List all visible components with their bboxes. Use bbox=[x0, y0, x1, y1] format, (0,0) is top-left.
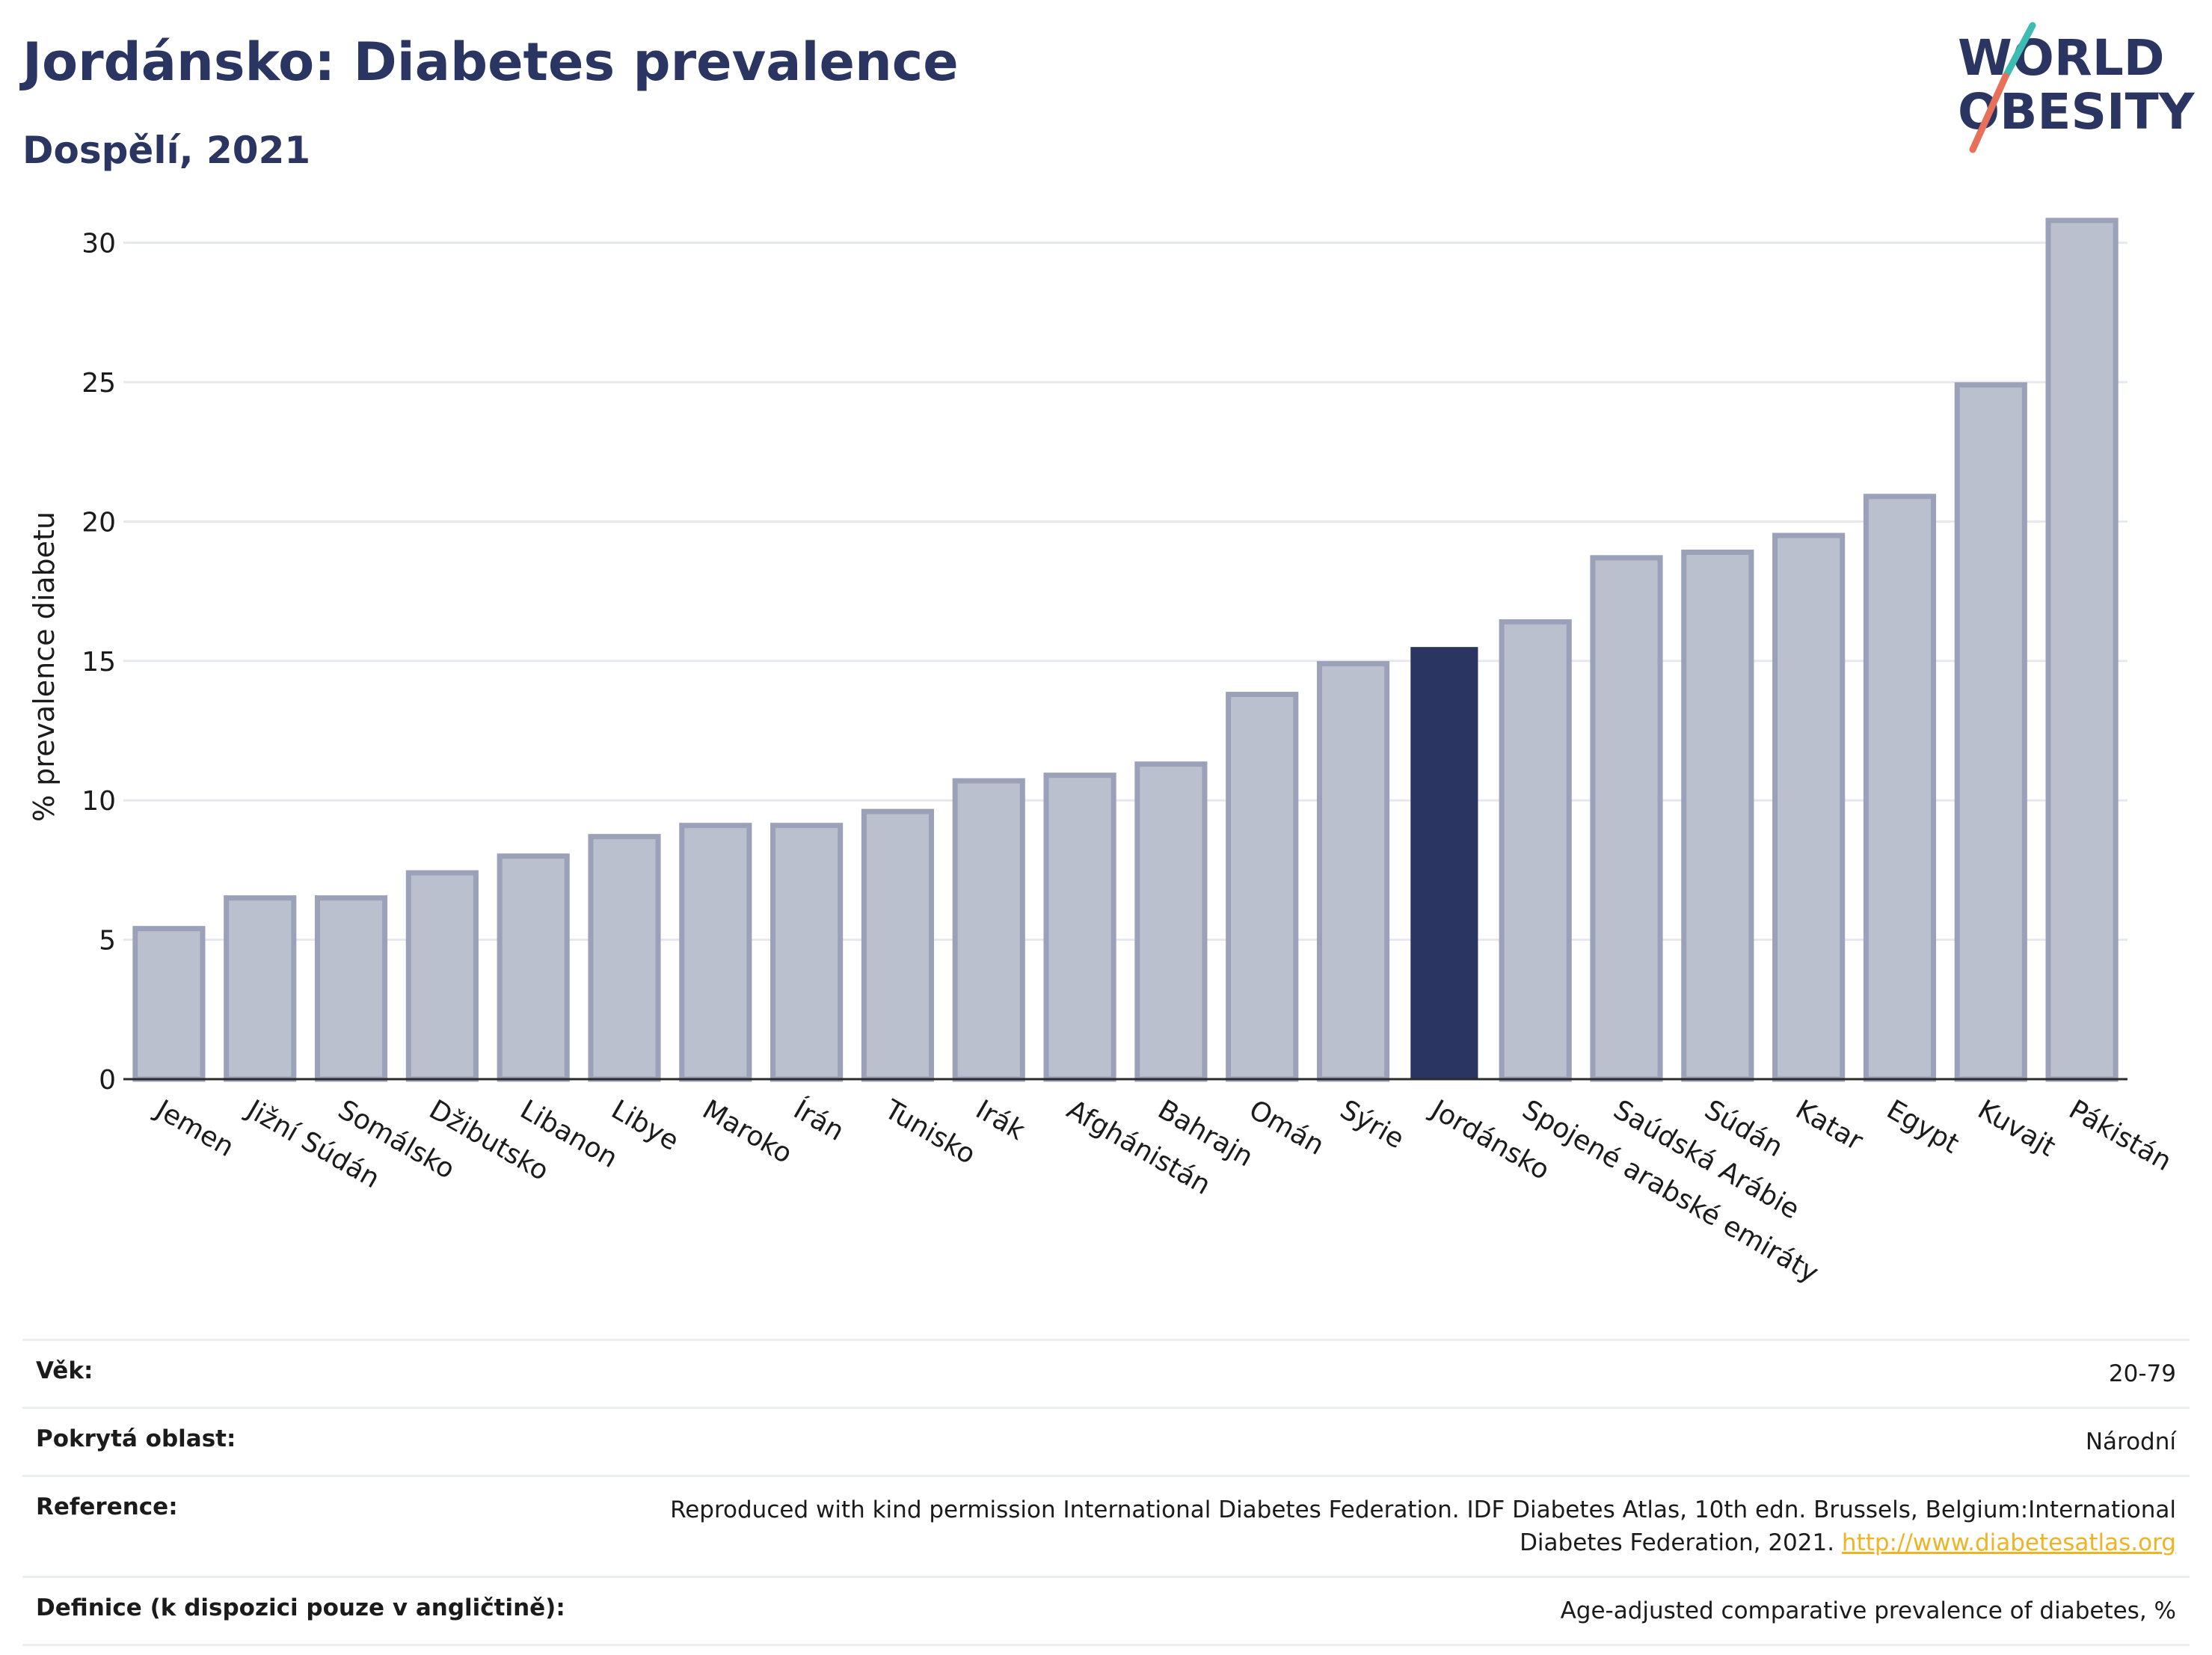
bar bbox=[1134, 761, 1208, 1082]
logo-coral-stroke bbox=[1969, 73, 2009, 153]
bar bbox=[770, 823, 844, 1082]
chart-title: Jordánsko: Diabetes prevalence bbox=[22, 31, 959, 93]
bar bbox=[2045, 218, 2119, 1082]
bar bbox=[1043, 773, 1116, 1082]
x-tick-label: Irák bbox=[971, 1094, 1030, 1146]
bar bbox=[952, 778, 1025, 1082]
x-tick-label: Kuvajt bbox=[1973, 1094, 2061, 1163]
logo-line1: WORLD bbox=[1958, 29, 2165, 87]
y-tick-label: 5 bbox=[99, 926, 116, 957]
info-value: 20-79 bbox=[588, 1339, 2190, 1408]
y-tick-label: 15 bbox=[82, 647, 116, 678]
x-tick-label: Pákistán bbox=[2064, 1094, 2177, 1177]
x-tick-label: Omán bbox=[1244, 1094, 1329, 1161]
info-table: Věk: 20-79 Pokrytá oblast: Národní Refer… bbox=[22, 1339, 2190, 1646]
bar bbox=[405, 870, 479, 1082]
info-row-reference: Reference: Reproduced with kind permissi… bbox=[22, 1475, 2190, 1577]
bar bbox=[861, 808, 935, 1082]
x-tick-label: Egypt bbox=[1881, 1094, 1964, 1159]
bar bbox=[1410, 647, 1478, 1079]
x-tick-label: Maroko bbox=[697, 1094, 797, 1170]
bar bbox=[1681, 549, 1754, 1082]
info-value: Reproduced with kind permission Internat… bbox=[588, 1475, 2190, 1577]
y-tick-label: 25 bbox=[82, 368, 116, 399]
x-tick-label: Katar bbox=[1790, 1094, 1868, 1157]
chart-subtitle: Dospělí, 2021 bbox=[22, 129, 311, 172]
world-obesity-logo: WORLD OBESITY bbox=[1958, 22, 2196, 153]
bar bbox=[679, 823, 752, 1082]
info-label: Věk: bbox=[22, 1339, 588, 1408]
bars bbox=[132, 218, 2119, 1082]
x-tick-label: Sýrie bbox=[1335, 1094, 1409, 1155]
logo-teal-stroke bbox=[2002, 22, 2036, 80]
reference-text: Reproduced with kind permission Internat… bbox=[670, 1496, 2176, 1523]
bar bbox=[1316, 661, 1390, 1082]
info-row-age: Věk: 20-79 bbox=[22, 1339, 2190, 1408]
bar bbox=[1226, 692, 1299, 1082]
y-tick-label: 30 bbox=[82, 229, 116, 260]
bar bbox=[1590, 555, 1663, 1082]
bar bbox=[1499, 619, 1572, 1082]
bar bbox=[1954, 382, 2027, 1082]
bar bbox=[132, 926, 206, 1082]
bar bbox=[588, 834, 661, 1082]
info-value: Age-adjusted comparative prevalence of d… bbox=[588, 1576, 2190, 1646]
info-row-definition: Definice (k dispozici pouze v angličtině… bbox=[22, 1576, 2190, 1646]
info-label: Reference: bbox=[22, 1475, 588, 1577]
reference-text-cont: Diabetes Federation, 2021. bbox=[1520, 1529, 1842, 1556]
x-tick-label: Jemen bbox=[150, 1093, 239, 1163]
y-tick-label: 10 bbox=[82, 786, 116, 817]
info-row-area: Pokrytá oblast: Národní bbox=[22, 1407, 2190, 1476]
info-label: Pokrytá oblast: bbox=[22, 1407, 588, 1476]
bar-chart: 0 5 10 15 20 25 30 Jemen Jižní SúdánSomálskoDži… bbox=[28, 218, 2177, 1289]
bar bbox=[497, 853, 570, 1082]
bar bbox=[1772, 532, 1846, 1082]
y-tick-labels: 0 5 10 15 20 25 30 bbox=[82, 229, 116, 1096]
y-axis-title: % prevalence diabetu bbox=[28, 512, 61, 822]
y-tick-label: 0 bbox=[99, 1065, 116, 1096]
reference-link[interactable]: http://www.diabetesatlas.org bbox=[1841, 1529, 2176, 1556]
info-value: Národní bbox=[588, 1407, 2190, 1476]
x-tick-label: Tunisko bbox=[879, 1094, 980, 1170]
bar bbox=[1863, 494, 1937, 1082]
x-tick-label: Írán bbox=[788, 1093, 850, 1147]
y-tick-label: 20 bbox=[82, 507, 116, 538]
info-label: Definice (k dispozici pouze v angličtině… bbox=[22, 1576, 588, 1646]
bar bbox=[224, 895, 297, 1082]
x-tick-labels: Jemen Jižní SúdánSomálskoDžibutskoLibanon… bbox=[150, 1093, 2177, 1289]
bar bbox=[314, 895, 388, 1082]
